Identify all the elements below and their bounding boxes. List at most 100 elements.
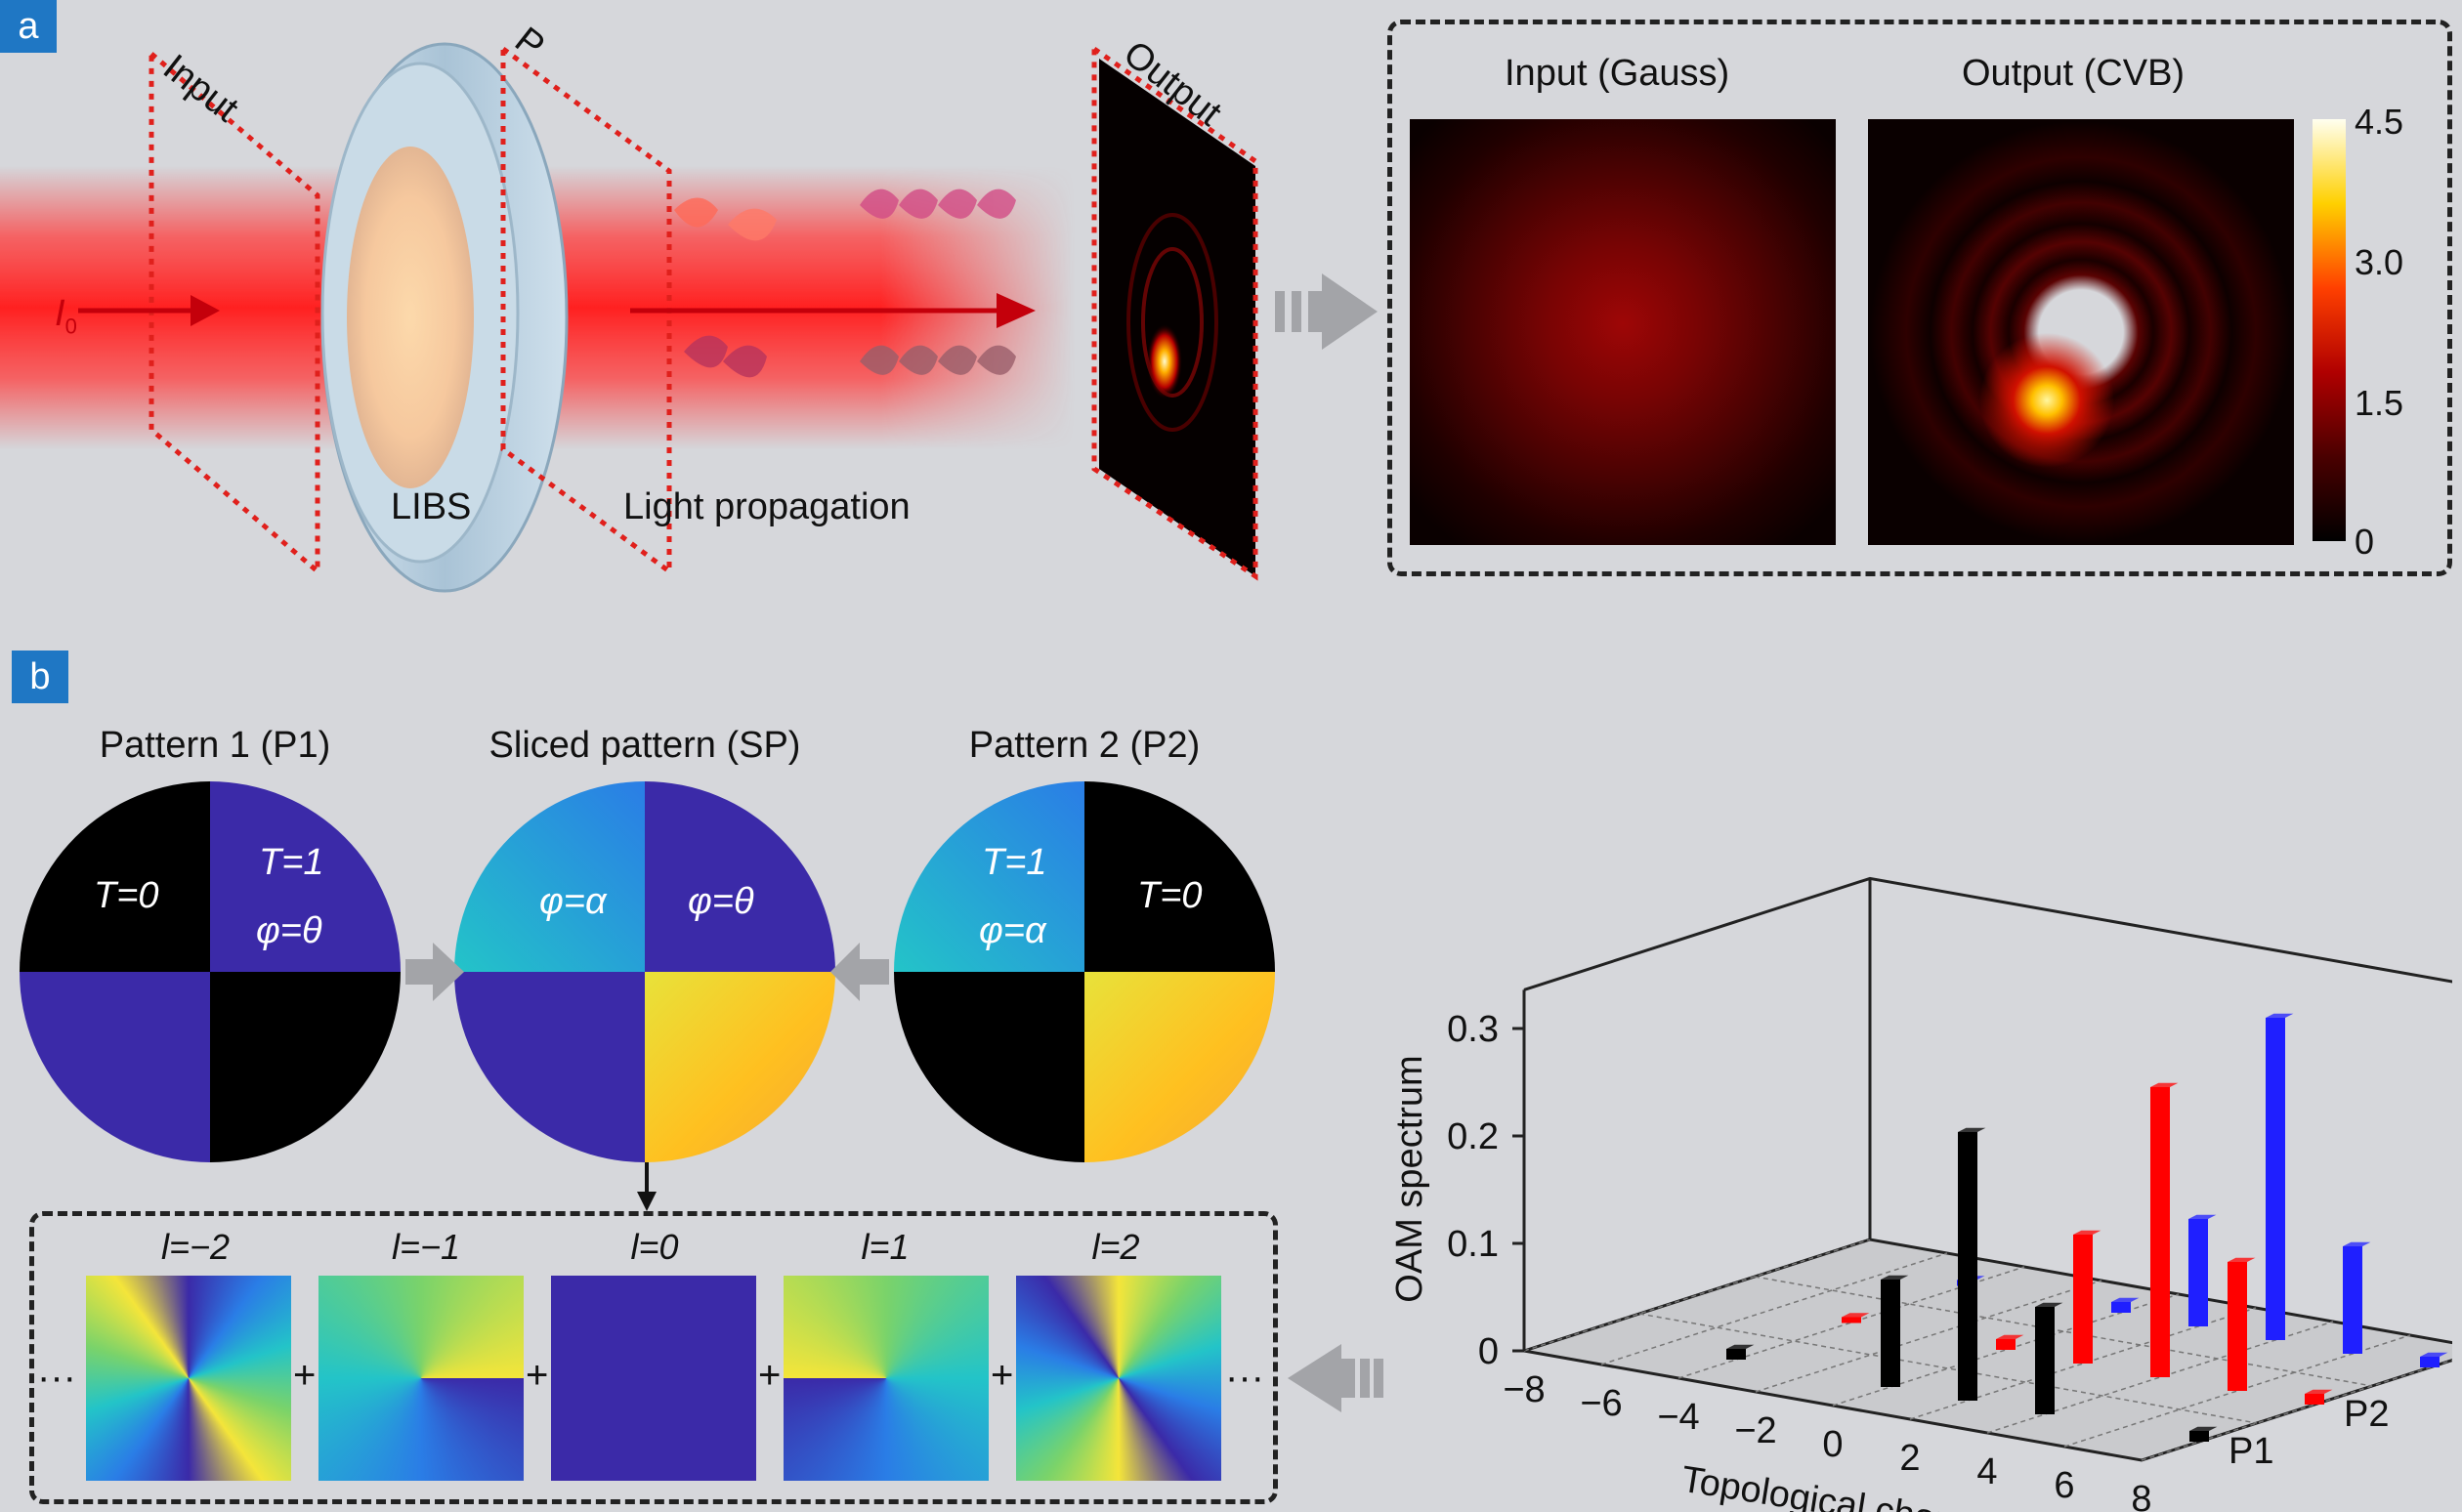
bar-top (2266, 1013, 2294, 1018)
grey-arrow-a (1275, 273, 1378, 350)
bar-p1 (2189, 1431, 2209, 1442)
bar-top (2228, 1257, 2256, 1262)
z-tick-label: 0.3 (1447, 1009, 1499, 1050)
bar-top (1881, 1275, 1909, 1280)
x-tick-label: 8 (2131, 1479, 2151, 1512)
x-tick-label: 6 (2054, 1465, 2074, 1506)
z-tick-label: 0.1 (1447, 1224, 1499, 1265)
colorbar (2313, 119, 2346, 541)
p1-t1-label: T=1 (259, 842, 324, 883)
output-spot (1147, 324, 1182, 399)
sp-alpha-label: φ=α (539, 881, 607, 922)
dots-left: ··· (37, 1356, 76, 1399)
libs-label: LIBS (391, 486, 472, 527)
arrow-p1-to-sp (405, 943, 464, 1001)
bar-top (1842, 1313, 1870, 1318)
oam-spectrum-chart: 0 0.1 0.2 0.3 OAM spectrum −8 −6 −4 −2 0 2 4 6 8 Topol… (1389, 876, 2452, 1512)
mode-label-m2: l=−2 (160, 1227, 231, 1267)
p2-t0-label: T=0 (1137, 875, 1203, 916)
plus-4: + (991, 1354, 1014, 1397)
bar-top (2035, 1302, 2063, 1307)
bar-p2 (2073, 1235, 2093, 1364)
mode-label-0: l=0 (630, 1227, 679, 1267)
plus-1: + (293, 1354, 317, 1397)
input-gauss-title: Input (Gauss) (1505, 53, 1730, 94)
bar-sp (2188, 1219, 2208, 1326)
floor-gridline (1754, 1276, 2373, 1387)
panel-a-tag: a (0, 0, 57, 53)
floor-gridline (1638, 1313, 2258, 1424)
p1-phi-label: φ=θ (256, 910, 322, 951)
input-plane (149, 48, 320, 577)
sliced-pattern-disk (454, 781, 835, 1162)
panel-a-inset (1387, 20, 2452, 576)
p2-alpha-label: φ=α (979, 910, 1046, 951)
bar-top (2343, 1241, 2371, 1246)
pattern-disks (20, 781, 1275, 1211)
mode-tile-m1 (318, 1276, 524, 1481)
colorbar-tick-45: 4.5 (2355, 102, 2404, 142)
arrow-p2-to-sp (830, 943, 889, 1001)
decomposition-box (29, 1211, 1278, 1504)
input-gauss-map (1410, 119, 1836, 545)
x-tick-label: 4 (1976, 1451, 1997, 1492)
bar-p1 (2035, 1307, 2055, 1414)
x-tick-label: −8 (1503, 1369, 1545, 1410)
bar-top (2189, 1426, 2218, 1431)
x-axis-title: Topological charge (1678, 1459, 1991, 1512)
bar-p2 (2305, 1394, 2324, 1405)
x-tick-label: −6 (1580, 1383, 1622, 1424)
x-tick-label: 0 (1822, 1424, 1843, 1465)
colorbar-tick-15: 1.5 (2355, 383, 2404, 423)
mode-label-p2: l=2 (1091, 1227, 1140, 1267)
panel-b-tag: b (12, 651, 68, 703)
bar-p2 (1842, 1317, 1861, 1323)
mode-label-p1: l=1 (861, 1227, 910, 1267)
colorbar-tick-0: 0 (2355, 522, 2375, 562)
x-tick-label: 2 (1899, 1438, 1920, 1479)
bar-top (2073, 1230, 2101, 1235)
bar-p1 (1881, 1280, 1900, 1387)
bar-top (2305, 1389, 2333, 1394)
bar-top (2150, 1082, 2179, 1087)
plus-3: + (758, 1354, 782, 1397)
p2-t1-label: T=1 (982, 842, 1047, 883)
z-axis-title: OAM spectrum (1389, 1055, 1430, 1302)
libs-core (347, 147, 474, 488)
floor-gridline (1755, 1280, 2102, 1393)
mode-tile-0 (551, 1276, 756, 1481)
z-tick-label: 0 (1478, 1331, 1499, 1372)
panel-a-illustration (0, 42, 1378, 593)
bar-top (2188, 1214, 2217, 1219)
pattern2-title: Pattern 2 (P2) (968, 725, 1201, 766)
plus-2: + (526, 1354, 549, 1397)
box-edge (1523, 876, 2452, 991)
bar-sp (2266, 1018, 2285, 1340)
x-tick-label: −4 (1657, 1397, 1699, 1438)
colorbar-tick-30: 3.0 (2355, 242, 2404, 282)
z-tick-label: 0.2 (1447, 1116, 1499, 1157)
y-tick-label: P2 (2344, 1394, 2389, 1435)
y-tick-label: P1 (2229, 1431, 2273, 1472)
light-propagation-label: Light propagation (623, 486, 911, 527)
dots-right: ··· (1225, 1356, 1264, 1399)
bar-sp (2420, 1357, 2440, 1367)
bar-p2 (1996, 1339, 2016, 1350)
bar-p1 (1726, 1349, 1746, 1360)
bar-top (1726, 1344, 1755, 1349)
output-screen (1099, 59, 1255, 576)
bar-sp (2343, 1246, 2362, 1354)
bar-top (1958, 1127, 1986, 1132)
bar-p1 (1958, 1132, 1977, 1401)
bar-p2 (2150, 1087, 2170, 1377)
grey-arrow-b (1288, 1344, 1383, 1412)
bar-p2 (2228, 1262, 2247, 1391)
mode-tile-m2 (86, 1276, 291, 1481)
mode-tile-p1 (784, 1276, 989, 1481)
vortex-shapes (674, 189, 1016, 378)
pattern1-disk (20, 781, 401, 1162)
x-tick-label: −2 (1734, 1410, 1776, 1451)
pattern1-title: Pattern 1 (P1) (99, 725, 331, 766)
bar-sp (2111, 1302, 2131, 1313)
bar-top (1996, 1334, 2024, 1339)
